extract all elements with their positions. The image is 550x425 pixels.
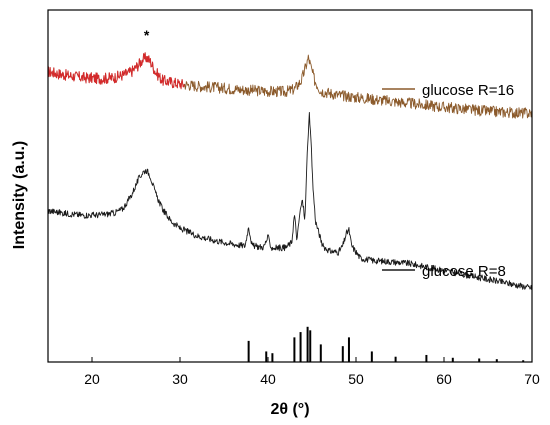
x-tick-label: 70 (524, 371, 540, 387)
series-line-glucose-r8 (48, 112, 532, 291)
x-tick-label: 20 (84, 371, 100, 387)
axes (47, 9, 533, 363)
x-tick-label: 50 (348, 371, 364, 387)
reference-sticks (247, 326, 525, 362)
x-axis-title: 2θ (°) (270, 401, 309, 418)
plot-area (48, 52, 532, 362)
legend-glucose-r8: glucose R=8 (382, 263, 506, 280)
x-tick-label: 30 (172, 371, 188, 387)
x-tick-label: 40 (260, 371, 276, 387)
legend-glucose-r16: glucose R=16 (382, 82, 514, 99)
series-highlight-glucose-r16 (48, 52, 185, 90)
plot-frame (47, 9, 533, 363)
x-tick-label: 60 (436, 371, 452, 387)
x-axis-ticks: 20 30 40 50 60 70 (84, 357, 540, 387)
legend-r8-label: glucose R=8 (422, 263, 506, 280)
legend-r16-label: glucose R=16 (422, 82, 514, 99)
peak-annotation-asterisk: * (144, 27, 150, 43)
annotations: * (144, 27, 150, 43)
y-axis-title: Intensity (a.u.) (11, 141, 28, 249)
